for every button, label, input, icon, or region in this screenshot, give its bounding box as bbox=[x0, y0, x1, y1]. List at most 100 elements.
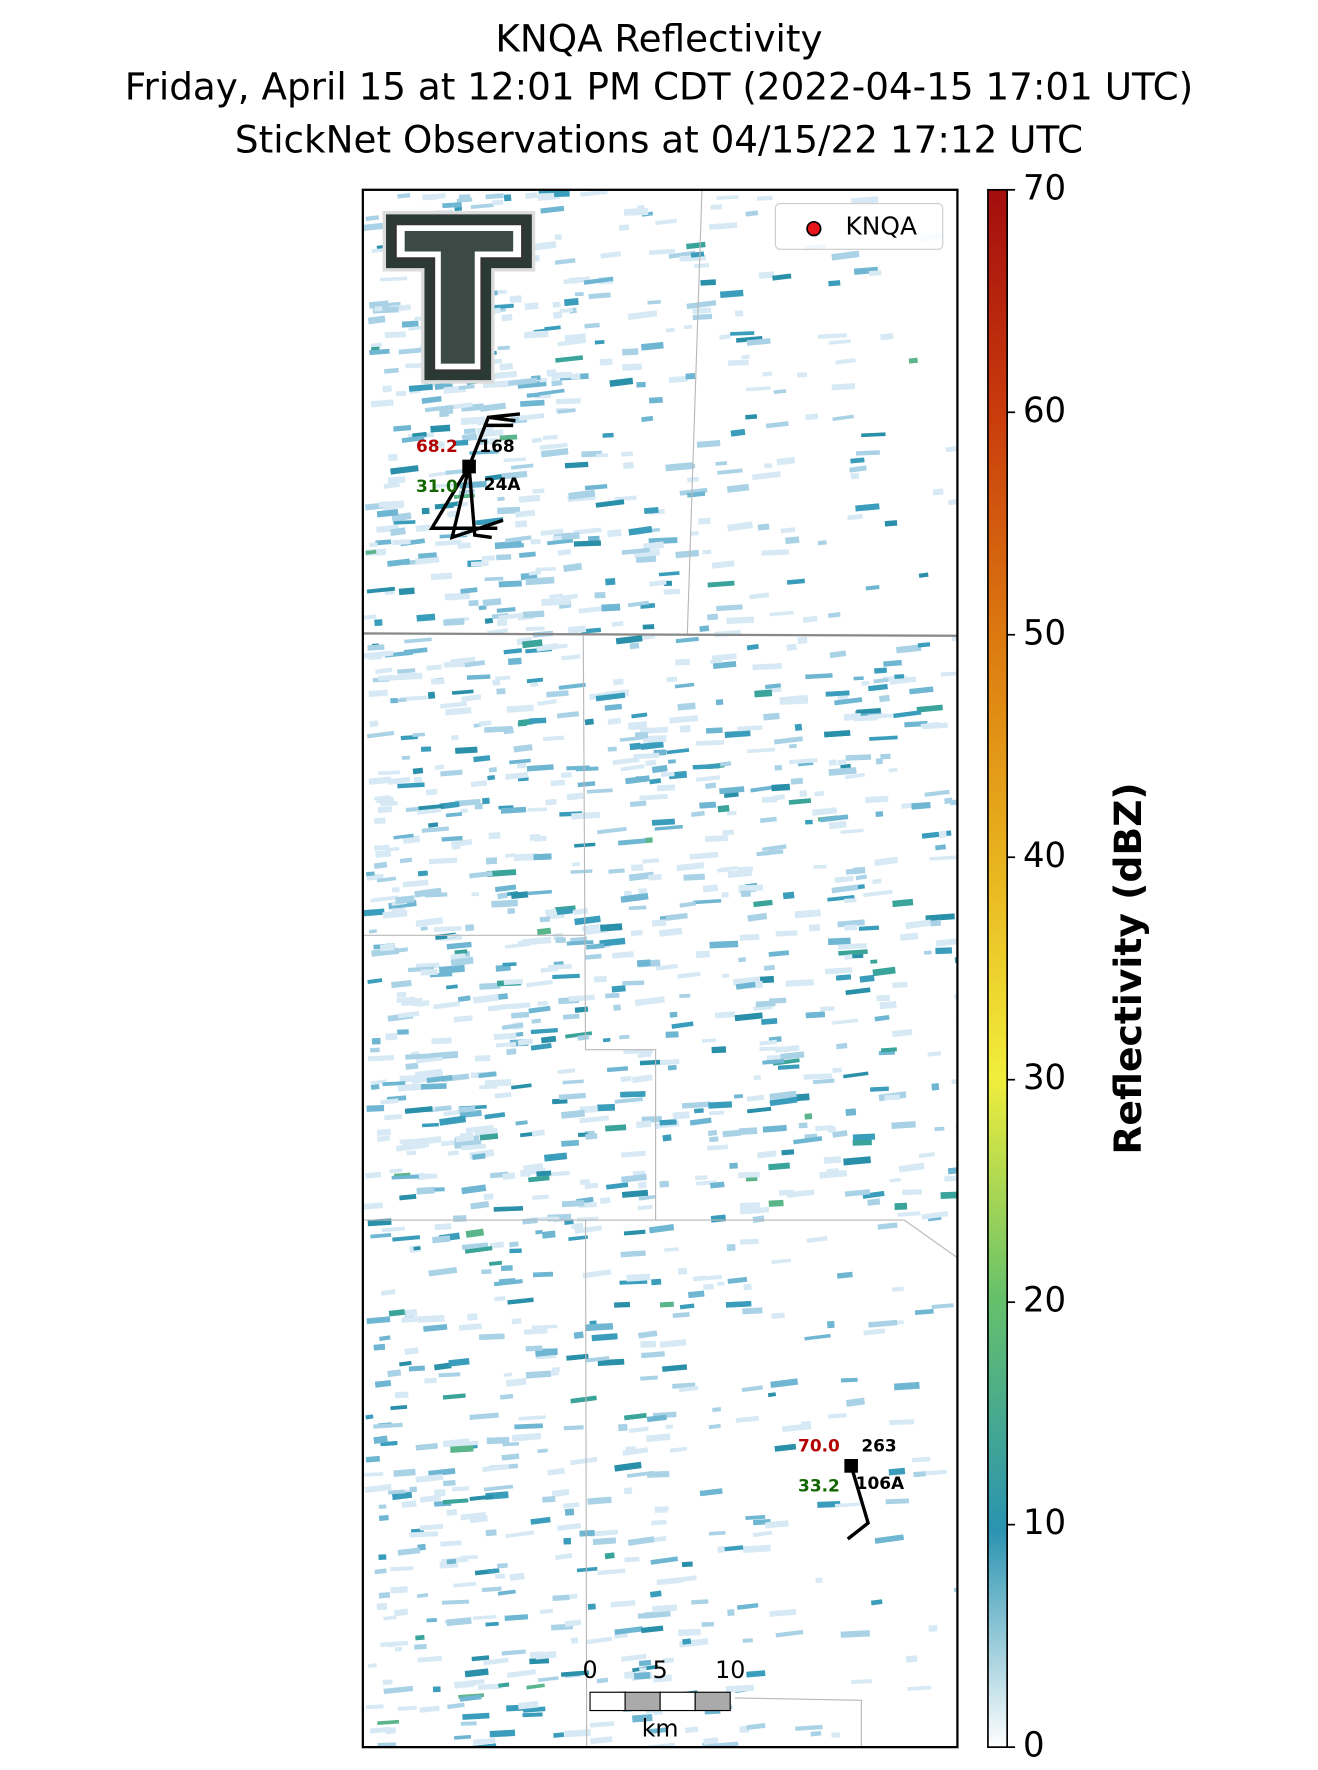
radar-echo bbox=[659, 927, 683, 937]
radar-echo bbox=[922, 1469, 947, 1476]
radar-echo bbox=[470, 203, 494, 210]
radar-echo bbox=[596, 453, 609, 458]
radar-echo bbox=[488, 1260, 503, 1266]
radar-echo bbox=[570, 1456, 598, 1466]
radar-echo bbox=[754, 689, 773, 698]
radar-echo bbox=[824, 730, 851, 738]
radar-echo bbox=[525, 626, 545, 632]
radar-echo bbox=[851, 1679, 873, 1685]
radar-echo bbox=[768, 950, 790, 957]
radar-echo bbox=[676, 862, 705, 872]
radar-echo bbox=[701, 1621, 714, 1627]
radar-echo bbox=[648, 874, 662, 881]
radar-echo bbox=[380, 1289, 396, 1296]
radar-echo bbox=[504, 1614, 529, 1621]
radar-echo bbox=[769, 1608, 797, 1617]
radar-echo bbox=[503, 648, 523, 655]
radar-echo bbox=[405, 806, 419, 813]
radar-echo bbox=[740, 890, 751, 898]
radar-echo bbox=[380, 276, 408, 282]
radar-echo bbox=[620, 764, 645, 772]
radar-echo bbox=[536, 927, 552, 936]
radar-echo bbox=[817, 540, 827, 546]
radar-echo bbox=[668, 250, 696, 259]
radar-echo bbox=[642, 858, 659, 864]
radar-echo bbox=[774, 765, 782, 771]
radar-echo bbox=[529, 1657, 550, 1665]
radar-echo bbox=[555, 937, 566, 943]
radar-echo bbox=[665, 912, 688, 921]
radar-echo bbox=[524, 330, 549, 339]
radar-echo bbox=[911, 801, 931, 810]
radar-echo bbox=[486, 1436, 510, 1445]
radar-echo bbox=[489, 437, 498, 446]
radar-echo bbox=[420, 926, 428, 931]
radar-echo bbox=[362, 908, 385, 917]
radar-echo bbox=[522, 1217, 538, 1225]
radar-echo bbox=[674, 682, 695, 689]
radar-echo bbox=[421, 826, 449, 833]
radar-echo bbox=[448, 1357, 470, 1367]
radar-echo bbox=[384, 1113, 403, 1121]
radar-echo bbox=[649, 579, 667, 587]
radar-echo bbox=[786, 1189, 815, 1198]
radar-echo bbox=[633, 752, 660, 760]
radar-echo bbox=[375, 667, 393, 675]
radar-echo bbox=[580, 189, 608, 197]
radar-echo bbox=[689, 1117, 712, 1126]
radar-echo bbox=[367, 644, 385, 651]
radar-echo bbox=[458, 194, 471, 201]
radar-echo bbox=[368, 776, 392, 785]
radar-echo bbox=[563, 1425, 584, 1431]
radar-echo bbox=[607, 529, 622, 538]
radar-echo bbox=[579, 1115, 609, 1124]
radar-echo bbox=[398, 587, 415, 596]
radar-echo bbox=[417, 552, 437, 559]
radar-echo bbox=[844, 924, 858, 931]
radar-echo bbox=[488, 766, 498, 773]
radar-echo bbox=[759, 1046, 778, 1052]
radar-echo bbox=[366, 586, 396, 594]
radar-echo bbox=[443, 1480, 456, 1487]
radar-echo bbox=[551, 1488, 570, 1498]
radar-echo bbox=[650, 1556, 679, 1565]
radar-echo bbox=[513, 744, 533, 753]
radar-echo bbox=[877, 1222, 898, 1230]
radar-echo bbox=[634, 732, 648, 739]
radar-echo bbox=[412, 767, 424, 775]
radar-echo bbox=[602, 1037, 611, 1043]
radar-echo bbox=[779, 697, 809, 705]
radar-echo bbox=[534, 835, 547, 842]
radar-echo bbox=[408, 1365, 425, 1372]
radar-echo bbox=[463, 428, 476, 435]
radar-echo bbox=[450, 1445, 474, 1453]
radar-echo bbox=[570, 373, 581, 380]
radar-echo bbox=[584, 483, 608, 491]
radar-echo bbox=[563, 562, 583, 573]
radar-echo bbox=[669, 715, 699, 724]
radar-echo bbox=[507, 1669, 537, 1678]
radar-echo bbox=[390, 674, 410, 681]
radar-echo bbox=[817, 333, 847, 339]
radar-echo bbox=[771, 1312, 785, 1319]
radar-echo bbox=[752, 1530, 773, 1538]
radar-echo bbox=[837, 759, 847, 766]
radar-echo bbox=[477, 1683, 502, 1690]
radar-echo bbox=[927, 1051, 941, 1057]
radar-echo bbox=[852, 1139, 872, 1146]
county-lines bbox=[362, 189, 958, 1748]
subtitle: StickNet Observations at 04/15/22 17:12 … bbox=[235, 117, 1083, 161]
radar-echo bbox=[679, 993, 691, 999]
radar-echo bbox=[722, 1545, 744, 1552]
radar-echo bbox=[552, 973, 580, 980]
radar-echo bbox=[687, 1290, 705, 1299]
radar-echo bbox=[587, 535, 600, 542]
radar-echo bbox=[707, 1129, 718, 1137]
radar-echo bbox=[592, 1537, 617, 1546]
radar-echo bbox=[813, 864, 827, 869]
radar-echo bbox=[825, 967, 853, 975]
radar-echo bbox=[426, 1617, 437, 1623]
radar-echo bbox=[465, 1228, 485, 1238]
radar-echo bbox=[536, 1170, 552, 1177]
radar-echo bbox=[637, 1204, 653, 1211]
